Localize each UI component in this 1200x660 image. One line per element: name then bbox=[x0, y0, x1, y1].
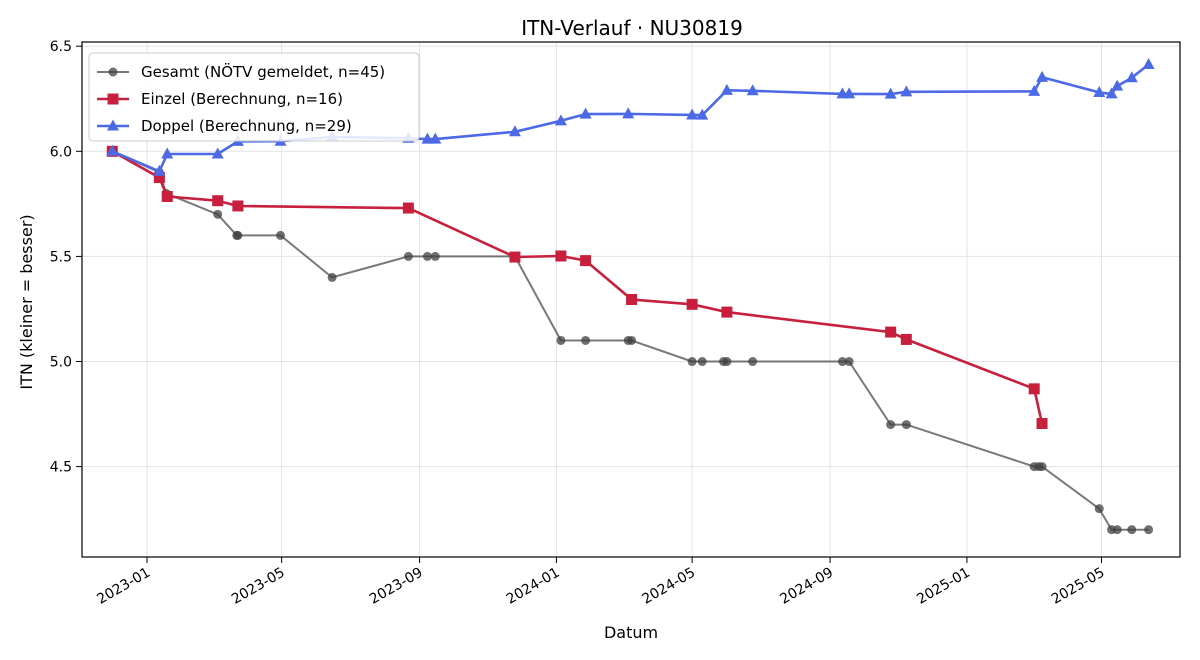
data-point-doppel bbox=[720, 83, 733, 95]
grid bbox=[82, 42, 1180, 557]
y-tick-label: 6.5 bbox=[50, 39, 72, 55]
data-point-doppel bbox=[746, 84, 759, 96]
y-tick-label: 4.5 bbox=[50, 460, 72, 476]
data-point-doppel bbox=[1105, 87, 1118, 99]
data-point-doppel bbox=[686, 108, 699, 120]
data-point-gesamt bbox=[422, 251, 432, 261]
data-point-gesamt bbox=[556, 335, 566, 345]
chart-title: ITN-Verlauf · NU30819 bbox=[521, 16, 743, 40]
data-point-gesamt bbox=[327, 272, 337, 282]
data-point-einzel bbox=[555, 250, 567, 262]
data-point-doppel bbox=[153, 164, 166, 176]
plot-frame bbox=[81, 41, 1181, 558]
data-point-doppel bbox=[161, 147, 174, 159]
data-point-gesamt bbox=[687, 357, 697, 367]
series-line-einzel bbox=[111, 150, 1044, 424]
data-point-gesamt bbox=[233, 230, 243, 240]
legend: Gesamt (NÖTV gemeldet, n=45) Einzel (Bere… bbox=[88, 52, 420, 142]
x-axis-label: Datum bbox=[604, 623, 658, 642]
data-point-einzel bbox=[509, 251, 521, 263]
legend-entry-doppel: Doppel (Berechnung, n=29) bbox=[97, 117, 352, 135]
data-point-doppel bbox=[508, 125, 521, 137]
data-point-doppel bbox=[579, 107, 592, 119]
data-point-doppel bbox=[884, 87, 897, 99]
data-point-doppel bbox=[622, 107, 635, 119]
data-point-einzel bbox=[885, 326, 897, 338]
data-point-einzel bbox=[212, 195, 224, 207]
y-tick-label: 5.5 bbox=[50, 249, 72, 265]
data-point-gesamt bbox=[276, 230, 286, 240]
data-point-gesamt bbox=[697, 357, 707, 367]
data-point-einzel bbox=[686, 298, 698, 310]
data-point-gesamt bbox=[1094, 504, 1104, 514]
legend-marker bbox=[107, 93, 119, 105]
data-point-gesamt bbox=[844, 357, 854, 367]
data-point-gesamt bbox=[1037, 462, 1047, 472]
legend-marker bbox=[108, 67, 118, 77]
data-point-doppel bbox=[211, 147, 224, 159]
data-point-einzel bbox=[1028, 383, 1040, 395]
legend-label: Einzel (Berechnung, n=16) bbox=[141, 90, 343, 108]
y-axis: 4.5 5.0 5.5 6.0 6.5 bbox=[50, 39, 82, 476]
data-point-gesamt bbox=[722, 357, 732, 367]
legend-label: Gesamt (NÖTV gemeldet, n=45) bbox=[141, 62, 385, 81]
data-point-doppel bbox=[554, 114, 567, 126]
data-point-doppel bbox=[1142, 57, 1155, 69]
legend-label: Doppel (Berechnung, n=29) bbox=[141, 117, 352, 135]
data-point-einzel bbox=[900, 333, 912, 345]
data-point-gesamt bbox=[1144, 525, 1154, 535]
data-point-doppel bbox=[1036, 70, 1049, 82]
legend-entry-gesamt: Gesamt (NÖTV gemeldet, n=45) bbox=[97, 62, 385, 81]
legend-entry-einzel: Einzel (Berechnung, n=16) bbox=[97, 90, 343, 108]
series-gesamt bbox=[107, 146, 1154, 535]
data-point-gesamt bbox=[837, 357, 847, 367]
data-point-gesamt bbox=[581, 335, 591, 345]
data-point-einzel bbox=[161, 191, 173, 202]
legend-box bbox=[88, 52, 420, 142]
data-point-einzel bbox=[626, 294, 638, 305]
data-point-einzel bbox=[402, 202, 414, 214]
data-point-doppel bbox=[900, 85, 913, 97]
y-tick-label: 5.0 bbox=[50, 355, 72, 371]
data-point-gesamt bbox=[748, 357, 758, 367]
data-point-gesamt bbox=[213, 209, 223, 219]
data-point-gesamt bbox=[886, 420, 896, 430]
data-point-einzel bbox=[153, 172, 165, 184]
data-point-doppel bbox=[429, 132, 442, 144]
data-point-doppel bbox=[1125, 71, 1138, 83]
data-point-gesamt bbox=[1127, 525, 1137, 535]
data-point-doppel bbox=[1111, 79, 1124, 91]
data-point-gesamt bbox=[901, 420, 911, 430]
data-point-gesamt bbox=[403, 251, 413, 261]
data-point-doppel bbox=[1028, 84, 1041, 96]
data-point-doppel bbox=[421, 132, 434, 144]
y-tick-label: 6.0 bbox=[50, 144, 72, 160]
data-point-gesamt bbox=[430, 251, 440, 261]
y-axis-label: ITN (kleiner = besser) bbox=[17, 214, 36, 389]
data-point-doppel bbox=[1093, 85, 1106, 97]
legend-entries: Gesamt (NÖTV gemeldet, n=45) Einzel (Bere… bbox=[97, 62, 385, 135]
data-point-doppel bbox=[696, 108, 709, 120]
data-point-gesamt bbox=[1112, 525, 1122, 535]
data-point-einzel bbox=[232, 200, 244, 212]
data-point-einzel bbox=[721, 306, 733, 318]
legend-marker bbox=[107, 119, 119, 131]
data-point-doppel bbox=[106, 144, 119, 156]
data-point-gesamt bbox=[627, 335, 637, 345]
data-point-einzel bbox=[1036, 418, 1048, 430]
data-point-doppel bbox=[843, 87, 856, 99]
data-point-einzel bbox=[580, 255, 592, 267]
